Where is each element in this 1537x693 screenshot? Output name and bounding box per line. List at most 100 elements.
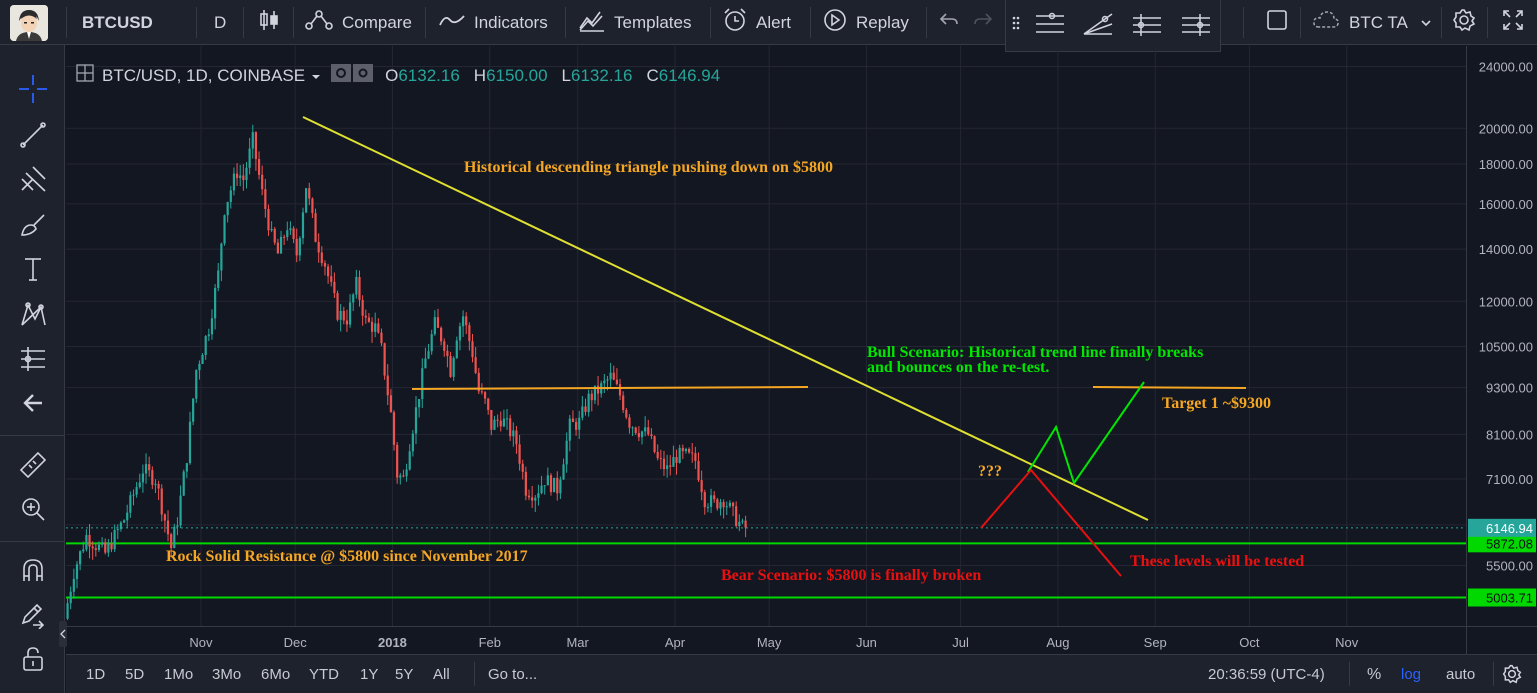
alarm-clock-icon <box>722 7 756 38</box>
trend-line-icon[interactable] <box>17 119 49 151</box>
pitchfork-icon[interactable] <box>17 163 49 195</box>
candle-body <box>644 427 647 432</box>
undo-button[interactable] <box>938 0 968 45</box>
ruler-icon[interactable] <box>17 449 49 481</box>
range-button-all[interactable]: All <box>433 666 450 683</box>
compare-button[interactable]: Compare <box>304 0 412 45</box>
separator <box>196 7 197 38</box>
settings-gear-icon[interactable] <box>353 64 374 87</box>
time-tick-label: Nov <box>1335 635 1359 650</box>
open-label: O <box>385 65 399 85</box>
indicators-button[interactable]: Indicators <box>438 0 548 45</box>
candle-body <box>603 380 606 384</box>
candle-body <box>653 436 656 453</box>
candle-body <box>201 354 204 364</box>
separator <box>243 7 244 38</box>
range-button-3mo[interactable]: 3Mo <box>212 666 242 683</box>
range-button-6mo[interactable]: 6Mo <box>261 666 291 683</box>
separator <box>293 7 294 38</box>
replay-button[interactable]: Replay <box>822 0 909 45</box>
gann-fan-icon[interactable] <box>1082 10 1114 45</box>
range-button-ytd[interactable]: YTD <box>309 666 339 683</box>
time-tick-label: Mar <box>566 635 589 650</box>
goto-button[interactable]: Go to... <box>488 666 538 683</box>
chevron-down-icon[interactable] <box>311 66 321 86</box>
candle-body <box>314 213 317 242</box>
candle-body <box>449 356 452 377</box>
candle-body <box>229 190 232 203</box>
percent-toggle[interactable]: % <box>1367 666 1382 683</box>
resistance-line[interactable] <box>411 386 809 390</box>
time-scale[interactable]: Nov Dec 2018 Feb Mar Apr May Jun Jul Aug Sep Oct Nov <box>66 626 1466 654</box>
maximize-pane-icon[interactable] <box>76 64 94 87</box>
range-button-1d[interactable]: 1D <box>86 666 106 683</box>
eye-icon[interactable] <box>331 64 352 87</box>
brush-icon[interactable] <box>17 209 49 241</box>
candle-body <box>396 444 399 478</box>
chart-pane[interactable]: Historical descending triangle pushing d… <box>66 46 1466 626</box>
separator <box>0 435 65 436</box>
user-avatar[interactable] <box>10 5 48 41</box>
xabcd-pattern-icon[interactable] <box>17 299 49 331</box>
log-toggle[interactable]: log <box>1401 666 1422 683</box>
candle-body <box>421 368 424 400</box>
candle-body <box>399 475 402 478</box>
range-button-1mo[interactable]: 1Mo <box>164 666 194 683</box>
settings-button[interactable] <box>1452 0 1484 45</box>
candle-body <box>587 393 590 413</box>
candle-body <box>82 549 85 552</box>
collapse-toolbar-handle[interactable] <box>59 621 67 647</box>
level-price-tag <box>1468 588 1536 607</box>
alert-button[interactable]: Alert <box>722 0 791 45</box>
candle-body <box>355 277 358 295</box>
short-position-icon[interactable] <box>1180 10 1212 45</box>
candle-body <box>185 463 188 472</box>
candle-body <box>703 492 706 508</box>
long-position-icon[interactable] <box>1131 10 1163 45</box>
chart-style-button[interactable] <box>258 0 288 45</box>
candle-body <box>119 522 123 530</box>
auto-toggle[interactable]: auto <box>1446 666 1476 683</box>
zoom-in-icon[interactable] <box>17 493 49 525</box>
symbol-title[interactable]: BTC/USD, 1D, COINBASE <box>102 65 306 85</box>
price-scale[interactable]: 24000.00 20000.00 18000.00 16000.00 14000.00… <box>1466 46 1537 626</box>
magnet-icon[interactable] <box>17 555 49 587</box>
crosshair-icon[interactable] <box>17 73 49 105</box>
range-button-5d[interactable]: 5D <box>125 666 145 683</box>
range-button-1y[interactable]: 1Y <box>360 666 379 683</box>
range-button-5y[interactable]: 5Y <box>395 666 414 683</box>
candle-body <box>154 483 157 485</box>
candle-body <box>474 357 477 373</box>
candle-body <box>716 499 719 509</box>
expand-button[interactable] <box>1502 0 1532 45</box>
candle-body <box>684 448 688 452</box>
symbol-search[interactable]: BTCUSD <box>82 0 153 45</box>
parallel-channel-icon[interactable] <box>1034 10 1066 45</box>
bull-scenario-path[interactable] <box>1027 381 1145 486</box>
fullscreen-toggle[interactable] <box>1266 0 1296 45</box>
target-line[interactable] <box>1092 386 1247 389</box>
gear-icon[interactable] <box>1502 664 1522 688</box>
candle-body <box>414 407 418 434</box>
bear-scenario-path[interactable] <box>980 468 1122 577</box>
text-tool-icon[interactable] <box>17 253 49 285</box>
drag-handle-icon[interactable] <box>1012 16 1020 37</box>
compare-icon <box>304 9 342 36</box>
candle-body <box>524 471 527 496</box>
candle-body <box>217 270 220 288</box>
candle-body <box>270 228 273 231</box>
descending-trendline[interactable] <box>302 116 1149 521</box>
redo-button[interactable] <box>972 0 1002 45</box>
clock[interactable]: 20:36:59 (UTC-4) <box>1208 666 1325 683</box>
drawing-mode-icon[interactable] <box>17 599 49 631</box>
templates-button[interactable]: Templates <box>578 0 691 45</box>
price-axis: 24000.00 20000.00 18000.00 16000.00 14000.00… <box>1468 60 1536 607</box>
interval-button[interactable]: D <box>214 0 226 45</box>
hide-toolbar-arrow-icon[interactable] <box>17 387 49 419</box>
candle-body <box>273 228 276 243</box>
layout-button[interactable]: BTC TA <box>1311 0 1440 45</box>
candle-body <box>518 444 521 464</box>
candle-body <box>480 391 484 393</box>
lock-icon[interactable] <box>17 643 49 675</box>
prediction-tools-icon[interactable] <box>17 343 49 375</box>
